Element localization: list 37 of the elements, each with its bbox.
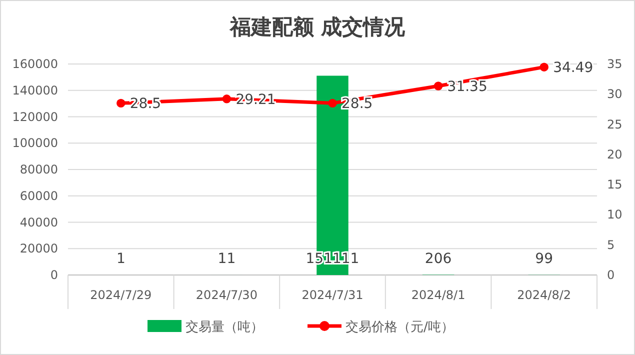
data-label: 11 <box>218 251 236 267</box>
point <box>434 82 443 90</box>
y2-tick-label: 5 <box>607 238 615 252</box>
y2-tick-label: 10 <box>607 208 622 222</box>
y-tick-label: 100000 <box>12 136 58 150</box>
legend-label: 交易量（吨） <box>186 319 264 335</box>
point <box>222 94 232 104</box>
data-label: 29.21 <box>236 92 276 108</box>
y-tick-label: 80000 <box>20 162 58 176</box>
y-tick-label: 40000 <box>20 215 58 230</box>
point <box>328 98 337 108</box>
x-tick-label: 2024/8/2 <box>517 288 572 302</box>
data-label: 31.35 <box>447 79 488 96</box>
data-label: 99 <box>535 251 554 267</box>
chart-title: 福建配额 成交情况 <box>228 14 406 39</box>
y2-tick-label: 30 <box>607 87 622 102</box>
y-tick-label: 0 <box>50 268 58 282</box>
y2-tick-label: 25 <box>607 117 622 132</box>
data-label: 34.49 <box>553 60 594 76</box>
point <box>116 98 126 108</box>
y-tick-label: 120000 <box>12 110 58 124</box>
y2-tick-label: 20 <box>607 147 622 162</box>
data-label: 206 <box>424 251 452 267</box>
x-tick-label: 2024/7/30 <box>196 288 258 302</box>
y2-tick-label: 0 <box>607 268 615 282</box>
y2-tick-label: 15 <box>607 178 622 192</box>
y-tick-label: 20000 <box>20 242 58 256</box>
legend-label: 交易价格（元/吨） <box>346 319 454 335</box>
x-tick-label: 2024/8/1 <box>411 288 466 302</box>
x-tick-label: 2024/7/31 <box>302 288 364 302</box>
y2-tick-label: 35 <box>607 57 622 71</box>
x-tick-label: 2024/7/29 <box>90 288 152 302</box>
y-tick-label: 60000 <box>20 188 58 203</box>
data-label: 1 <box>116 251 126 267</box>
y-tick-label: 160000 <box>12 57 58 71</box>
y-tick-label: 140000 <box>12 83 58 98</box>
point <box>540 62 548 72</box>
